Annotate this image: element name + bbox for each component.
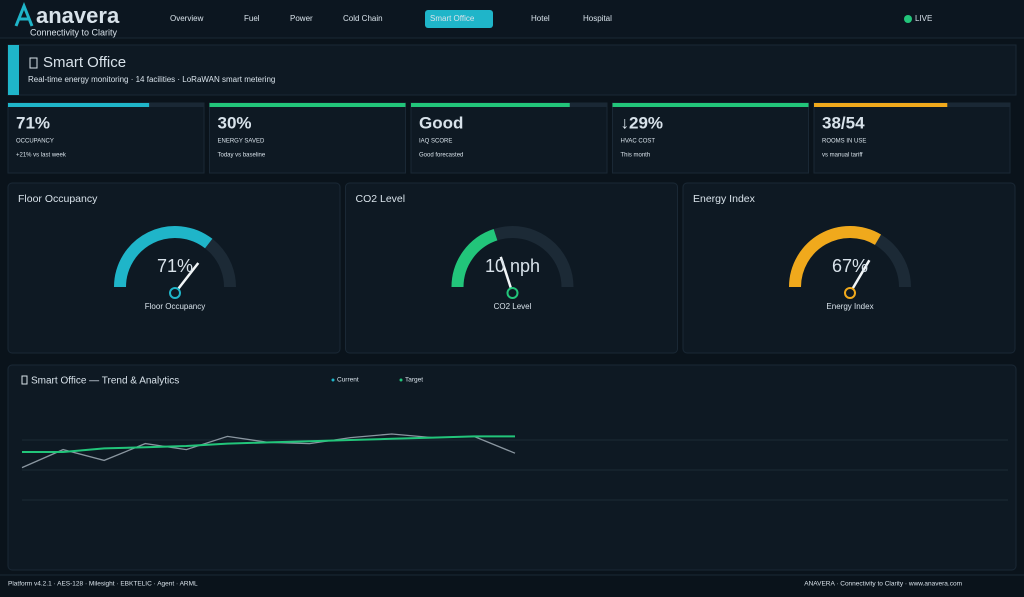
- legend-dot: [399, 378, 403, 382]
- kpi-value: ↓29%: [621, 113, 664, 132]
- gauge-caption: Energy Index: [826, 302, 873, 311]
- nav-item[interactable]: Cold Chain: [343, 14, 383, 23]
- kpi-card: [612, 102, 809, 174]
- gauge-panel: [682, 182, 1016, 354]
- gauge-needle: [848, 259, 871, 294]
- nav-item[interactable]: Hotel: [531, 14, 550, 23]
- gauge-pivot: [844, 287, 856, 299]
- title-icon: [29, 57, 38, 69]
- gauge-title: Floor Occupancy: [18, 193, 98, 205]
- gauge-value: 10 nph: [485, 256, 540, 276]
- nav-item[interactable]: Fuel: [244, 14, 260, 23]
- kpi-progress: [411, 103, 570, 107]
- logo: anavera: [36, 3, 120, 28]
- gauge-value: 71%: [157, 256, 193, 276]
- kpi-note: +21% vs last week: [16, 153, 67, 159]
- trend-line: [22, 435, 515, 453]
- kpi-label: OCCUPANCY: [16, 139, 54, 145]
- gauge-title: Energy Index: [693, 193, 756, 205]
- gauge-needle: [174, 262, 200, 294]
- trend-title: Smart Office — Trend & Analytics: [31, 376, 179, 387]
- kpi-progress: [814, 103, 948, 107]
- logo-mark: [14, 1, 34, 27]
- nav-item[interactable]: Smart Office: [430, 14, 475, 23]
- kpi-note: Good forecasted: [419, 153, 463, 159]
- gauge-fill: [114, 226, 213, 288]
- legend-label: Target: [405, 377, 423, 384]
- gauge-title: CO2 Level: [356, 193, 406, 205]
- legend-dot: [331, 378, 335, 382]
- gauge-value: 67%: [832, 256, 868, 276]
- legend-label: Current: [337, 377, 359, 384]
- footer-right: ANAVERA · Connectivity to Clarity · www.…: [804, 581, 962, 588]
- kpi-value: 71%: [16, 113, 50, 132]
- trend-icon: [21, 375, 28, 385]
- page-subtitle: Real-time energy monitoring · 14 facilit…: [28, 75, 275, 84]
- gauge-pivot: [506, 287, 519, 299]
- gauge-panel: [345, 182, 678, 354]
- footer-left: Platform v4.2.1 · AES-128 · Milesight · …: [8, 581, 198, 588]
- kpi-value: 38/54: [822, 113, 865, 132]
- live-status: LIVE: [915, 14, 932, 23]
- gauge-pivot: [169, 287, 181, 299]
- gauge-caption: Floor Occupancy: [145, 302, 205, 311]
- kpi-label: IAQ SCORE: [419, 139, 452, 145]
- tagline: Connectivity to Clarity: [30, 27, 118, 37]
- nav-active-bg: [425, 10, 493, 28]
- header-bar: [0, 0, 1024, 38]
- kpi-progress: [612, 103, 809, 107]
- kpi-label: HVAC COST: [621, 139, 656, 145]
- gauge-caption: CO2 Level: [494, 302, 532, 311]
- nav-item[interactable]: Hospital: [583, 14, 612, 23]
- kpi-note: Today vs baseline: [218, 153, 266, 159]
- kpi-card: [410, 102, 608, 174]
- nav-item[interactable]: Overview: [170, 14, 204, 23]
- kpi-progress: [8, 103, 150, 107]
- kpi-note: This month: [621, 153, 651, 159]
- gauge-panel: [7, 182, 341, 354]
- gauge-needle: [499, 256, 514, 294]
- kpi-note: vs manual tariff: [822, 153, 863, 159]
- title-accent: [8, 45, 19, 95]
- kpi-card: [7, 102, 205, 174]
- gauge-fill: [451, 228, 498, 288]
- title-panel: [7, 44, 1017, 96]
- gauge-fill: [789, 226, 882, 288]
- kpi-progress: [209, 103, 406, 107]
- kpi-value: 30%: [218, 113, 252, 132]
- kpi-label: ENERGY SAVED: [218, 139, 265, 145]
- trend-panel: [7, 364, 1017, 571]
- live-dot: [904, 15, 912, 23]
- page-title: Smart Office: [43, 54, 126, 71]
- kpi-card: [813, 102, 1011, 174]
- kpi-value: Good: [419, 113, 463, 132]
- kpi-label: ROOMS IN USE: [822, 139, 866, 145]
- nav-item[interactable]: Power: [290, 14, 313, 23]
